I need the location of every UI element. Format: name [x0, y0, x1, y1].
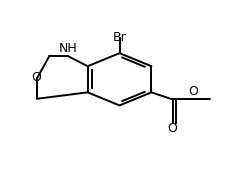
Text: O: O [189, 85, 198, 98]
Text: Br: Br [113, 31, 126, 44]
Text: NH: NH [59, 41, 78, 55]
Text: O: O [168, 122, 177, 135]
Text: O: O [31, 71, 41, 84]
